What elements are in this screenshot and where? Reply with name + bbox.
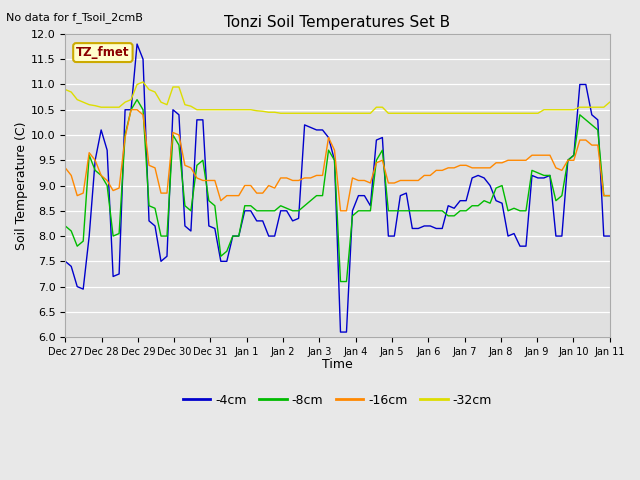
X-axis label: Time: Time — [322, 358, 353, 371]
Y-axis label: Soil Temperature (C): Soil Temperature (C) — [15, 121, 28, 250]
Text: TZ_fmet: TZ_fmet — [76, 46, 130, 59]
Legend: -4cm, -8cm, -16cm, -32cm: -4cm, -8cm, -16cm, -32cm — [178, 389, 497, 412]
Title: Tonzi Soil Temperatures Set B: Tonzi Soil Temperatures Set B — [225, 15, 451, 30]
Text: No data for f_Tsoil_2cmB: No data for f_Tsoil_2cmB — [6, 12, 143, 23]
